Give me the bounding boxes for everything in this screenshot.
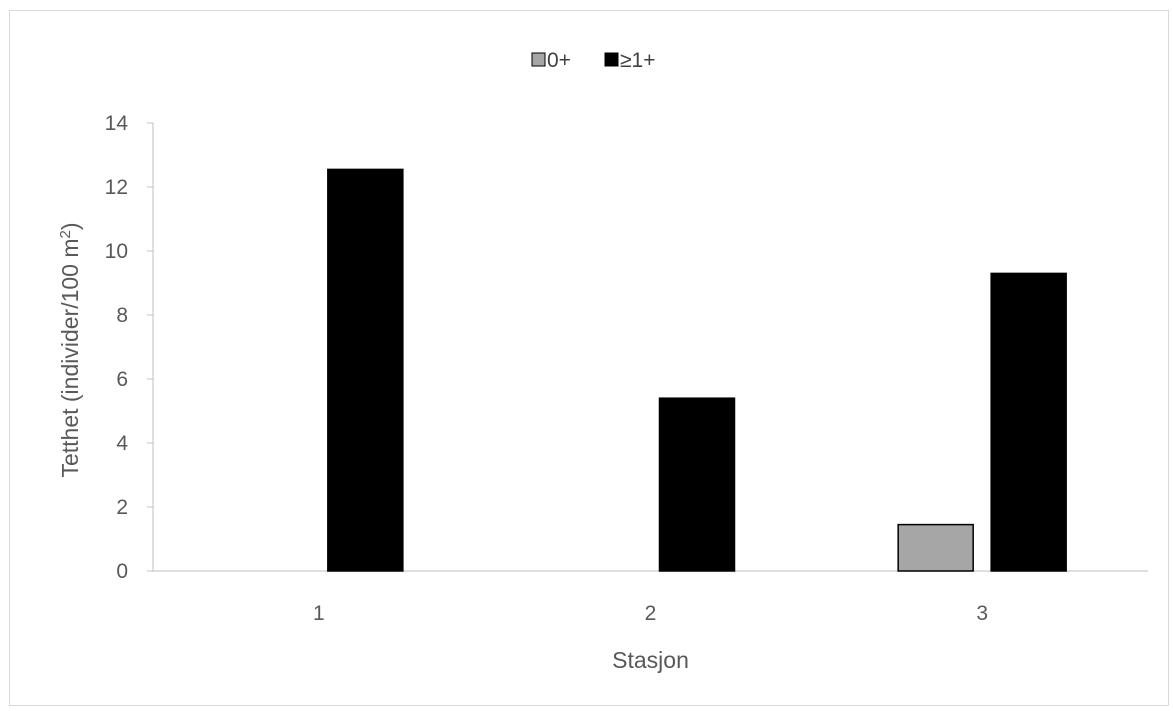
- y-axis-title-main: Tetthet (individer/100 m: [57, 238, 83, 477]
- legend-swatch: [531, 52, 546, 67]
- y-axis-title-close: ): [57, 222, 83, 230]
- y-axis-title-sup: 2: [57, 230, 74, 238]
- x-tick-label: 2: [645, 602, 657, 625]
- y-axis-title: Tetthet (individer/100 m2): [57, 222, 84, 477]
- y-tick-label: 10: [105, 240, 128, 263]
- y-tick-label: 14: [105, 112, 129, 135]
- y-tick-label: 0: [116, 560, 128, 583]
- legend-swatch: [604, 52, 619, 67]
- chart-frame: [9, 10, 1169, 706]
- y-tick-label: 2: [116, 496, 128, 519]
- y-tick-label: 6: [116, 368, 128, 391]
- bar: [990, 272, 1067, 572]
- x-axis-title: Stasjon: [612, 647, 689, 673]
- legend: 0+ ≥1+: [531, 49, 655, 72]
- y-tick-label: 12: [105, 176, 128, 199]
- bar: [897, 523, 974, 572]
- x-tick-label: 3: [976, 602, 988, 625]
- legend-label: 0+: [547, 49, 571, 72]
- y-axis: 0 2 4 6 8 10 12 14: [105, 112, 154, 583]
- bar: [658, 397, 736, 572]
- y-tick-label: 8: [116, 304, 128, 327]
- legend-label: ≥1+: [620, 49, 655, 72]
- x-tick-label: 1: [313, 602, 325, 625]
- bar: [327, 168, 404, 572]
- bars: [327, 168, 1067, 572]
- y-tick-label: 4: [116, 432, 128, 455]
- x-axis: 1 2 3: [153, 570, 1148, 625]
